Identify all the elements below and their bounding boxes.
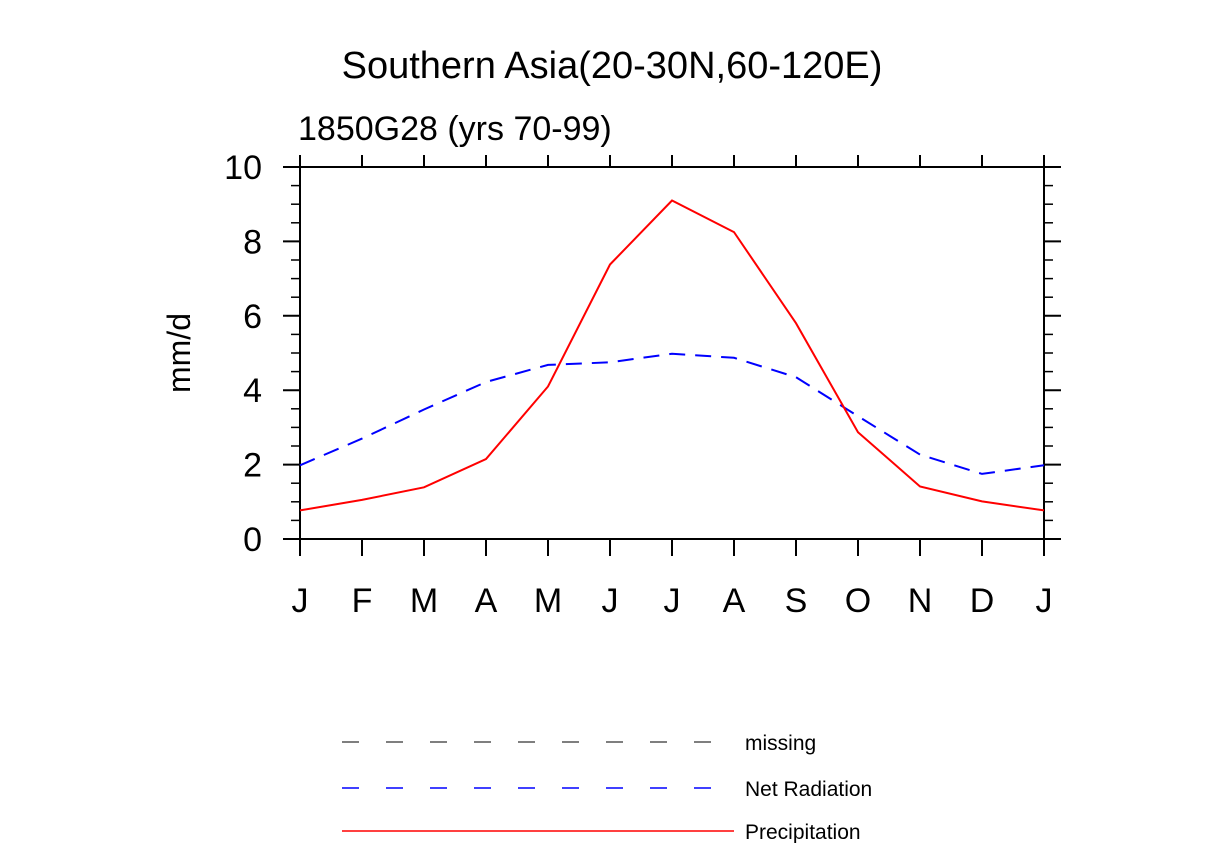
x-tick-label: A — [475, 582, 498, 620]
chart-title: Southern Asia(20-30N,60-120E) — [342, 45, 883, 87]
x-tick-label: F — [352, 582, 373, 620]
series-line-net-radiation — [299, 352, 1045, 475]
x-tick-label: A — [723, 582, 746, 620]
x-tick-label: N — [908, 582, 933, 620]
legend-label-net-radiation: Net Radiation — [745, 778, 872, 801]
y-tick-label: 2 — [243, 447, 262, 485]
y-tick-label: 8 — [243, 223, 262, 261]
x-tick-label: J — [664, 582, 681, 620]
y-tick-label: 6 — [243, 298, 262, 336]
legend-label-missing: missing — [745, 732, 816, 755]
x-tick-label: M — [534, 582, 562, 620]
y-tick-label: 0 — [243, 521, 262, 559]
legend-label-precipitation: Precipitation — [745, 821, 861, 843]
series-layer — [299, 199, 1045, 512]
series-line-precipitation — [299, 199, 1045, 512]
y-axis-label: mm/d — [161, 313, 197, 393]
x-tick-label: O — [845, 582, 871, 620]
chart-subtitle: 1850G28 (yrs 70-99) — [298, 110, 612, 148]
x-tick-label: M — [410, 582, 438, 620]
x-tick-label: J — [292, 582, 309, 620]
y-tick-label: 10 — [224, 149, 262, 187]
legend: missing Net Radiation Precipitation — [342, 732, 872, 843]
x-tick-label: D — [970, 582, 995, 620]
x-tick-label: J — [1036, 582, 1053, 620]
y-tick-label: 4 — [243, 372, 262, 410]
x-tick-label: S — [785, 582, 808, 620]
x-tick-label: J — [602, 582, 619, 620]
